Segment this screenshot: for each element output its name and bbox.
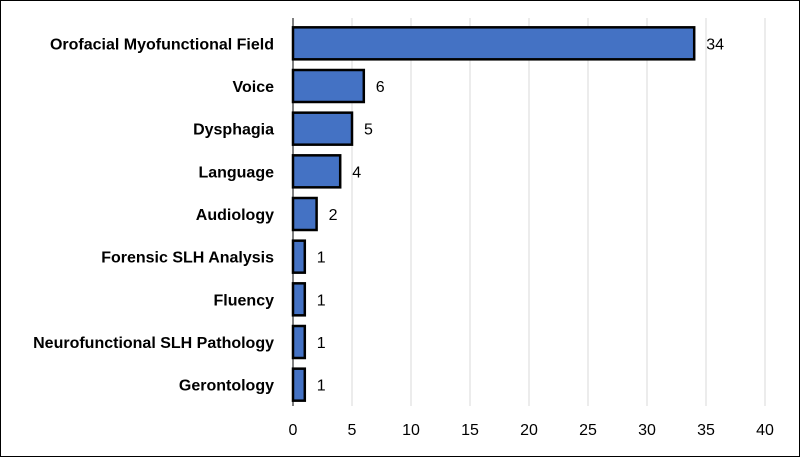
data-label: 6 [376, 79, 385, 96]
x-tick-label: 20 [520, 422, 538, 439]
bar [291, 154, 342, 189]
x-tick-label: 5 [348, 422, 357, 439]
data-label: 5 [364, 122, 373, 139]
data-label: 1 [317, 335, 326, 352]
category-label: Orofacial Myofunctional Field [50, 36, 274, 53]
category-label: Gerontology [179, 378, 274, 395]
category-label: Dysphagia [193, 122, 274, 139]
data-label: 1 [317, 250, 326, 267]
x-tick-label: 35 [697, 422, 715, 439]
bar [291, 367, 307, 402]
category-label: Fluency [214, 292, 275, 309]
grid-lines [351, 18, 766, 406]
category-label: Audiology [196, 207, 274, 224]
category-labels: Orofacial Myofunctional Field Voice Dyspha… [33, 36, 274, 394]
data-label: 1 [317, 292, 326, 309]
bar [291, 239, 307, 274]
data-label: 2 [329, 207, 338, 224]
bar [291, 282, 307, 317]
bar [291, 68, 366, 104]
x-tick-label: 40 [756, 422, 774, 439]
data-label: 4 [352, 164, 361, 181]
x-tick-label: 15 [461, 422, 479, 439]
x-tick-label: 30 [638, 422, 656, 439]
bar [291, 26, 696, 61]
category-label: Language [198, 164, 274, 181]
value-labels: 34 6 5 4 2 1 1 1 1 [317, 36, 724, 394]
x-tick-label: 10 [402, 422, 420, 439]
category-label: Neurofunctional SLH Pathology [33, 335, 274, 352]
data-label: 1 [317, 378, 326, 395]
bars [291, 26, 696, 402]
category-label: Forensic SLH Analysis [101, 250, 274, 267]
x-tick-label: 0 [289, 422, 298, 439]
category-label: Voice [233, 79, 275, 96]
data-label: 34 [706, 36, 724, 53]
bar [291, 324, 307, 360]
bar [291, 196, 318, 232]
x-tick-label: 25 [579, 422, 597, 439]
bar [291, 111, 354, 146]
x-axis-ticks: 0 5 10 15 20 25 30 35 40 [289, 422, 774, 439]
